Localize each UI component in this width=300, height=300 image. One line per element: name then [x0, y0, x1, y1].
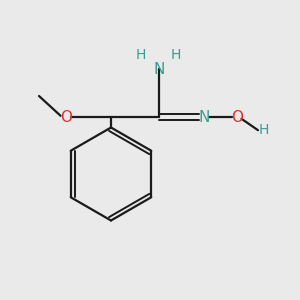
Text: H: H — [136, 49, 146, 62]
Text: H: H — [259, 123, 269, 137]
Text: N: N — [153, 61, 165, 76]
Text: N: N — [198, 110, 210, 124]
Text: O: O — [60, 110, 72, 124]
Text: H: H — [170, 49, 181, 62]
Text: O: O — [231, 110, 243, 124]
